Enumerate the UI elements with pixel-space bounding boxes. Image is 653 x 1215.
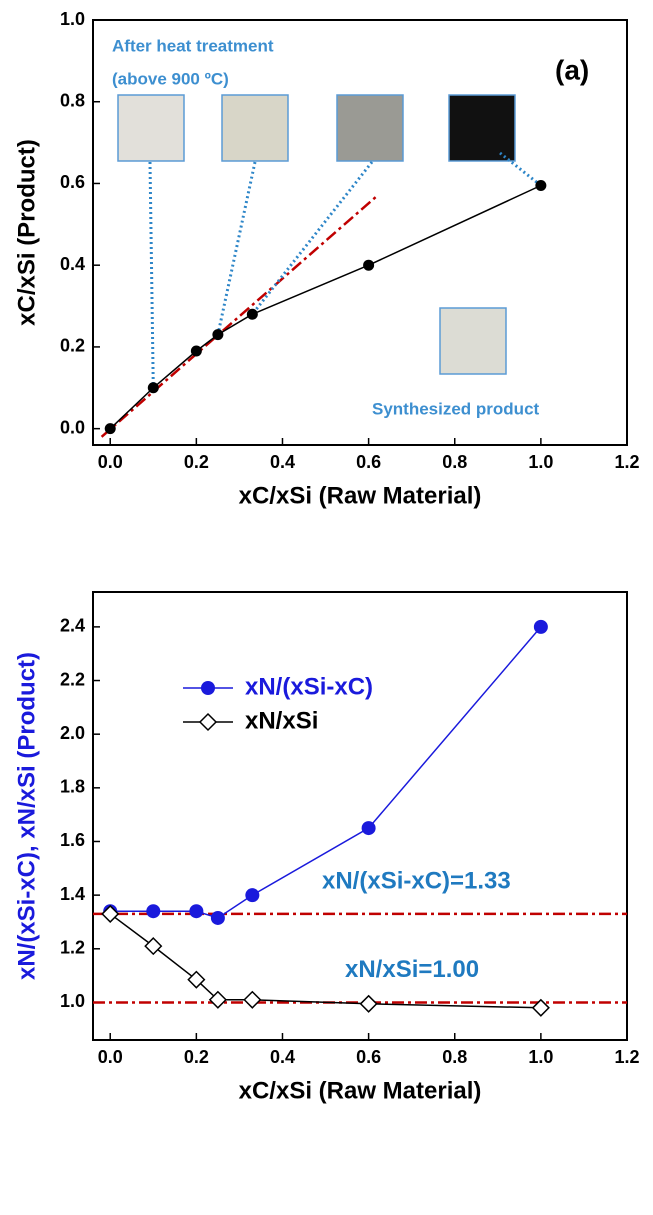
y-tick-label: 1.8 bbox=[60, 777, 85, 797]
x-axis-title: xC/xSi (Raw Material) bbox=[239, 482, 482, 509]
plot-frame bbox=[92, 591, 628, 1041]
x-tick-label: 1.0 bbox=[528, 1047, 553, 1067]
x-tick-label: 0.4 bbox=[270, 1047, 295, 1067]
y-tick-label: 0.6 bbox=[60, 172, 85, 192]
x-tick-label: 1.2 bbox=[614, 1047, 639, 1067]
marker bbox=[363, 259, 375, 271]
annotation: (above 900 ºC) bbox=[112, 69, 229, 88]
y-tick-label: 2.0 bbox=[60, 723, 85, 743]
x-tick-label: 0.6 bbox=[356, 1047, 381, 1067]
marker bbox=[212, 329, 224, 341]
reference-line bbox=[100, 194, 379, 438]
legend-label: xN/xSi bbox=[245, 707, 318, 734]
x-tick-label: 0.2 bbox=[184, 452, 209, 472]
x-tick-label: 0.0 bbox=[98, 452, 123, 472]
x-tick-label: 0.0 bbox=[98, 1047, 123, 1067]
marker bbox=[531, 998, 550, 1017]
marker bbox=[198, 712, 218, 732]
y-axis-title: xC/xSi (Product) bbox=[13, 139, 40, 326]
legend-label: xN/(xSi-xC) bbox=[245, 673, 373, 700]
marker bbox=[187, 970, 206, 989]
marker bbox=[190, 345, 202, 357]
y-axis-title: xN/(xSi-xC), xN/xSi (Product) bbox=[13, 652, 40, 980]
x-tick-label: 0.2 bbox=[184, 1047, 209, 1067]
x-axis-title: xC/xSi (Raw Material) bbox=[239, 1077, 482, 1104]
x-tick-label: 0.4 bbox=[270, 452, 295, 472]
marker bbox=[359, 994, 378, 1013]
photo bbox=[448, 94, 516, 162]
x-tick-label: 0.8 bbox=[442, 452, 467, 472]
connector bbox=[251, 161, 374, 316]
marker bbox=[189, 904, 204, 919]
annotation: (a) bbox=[555, 54, 589, 85]
marker bbox=[535, 180, 547, 192]
annotation: After heat treatment bbox=[112, 36, 274, 55]
reference-label: xN/xSi=1.00 bbox=[345, 956, 479, 983]
y-tick-label: 1.0 bbox=[60, 991, 85, 1011]
marker bbox=[246, 308, 258, 320]
marker bbox=[144, 937, 163, 956]
y-tick-label: 0.0 bbox=[60, 417, 85, 437]
photo bbox=[336, 94, 404, 162]
y-tick-label: 1.6 bbox=[60, 830, 85, 850]
y-tick-label: 0.8 bbox=[60, 90, 85, 110]
y-tick-label: 2.2 bbox=[60, 669, 85, 689]
connector bbox=[148, 161, 155, 388]
y-tick-label: 1.0 bbox=[60, 9, 85, 29]
marker bbox=[243, 990, 262, 1009]
photos bbox=[117, 94, 516, 375]
y-tick-label: 1.4 bbox=[60, 884, 85, 904]
marker bbox=[245, 888, 260, 903]
annotation: Synthesized product bbox=[372, 399, 540, 418]
photo bbox=[117, 94, 185, 162]
photo bbox=[439, 307, 507, 375]
y-tick-label: 0.2 bbox=[60, 336, 85, 356]
plot-frame bbox=[92, 19, 628, 446]
marker bbox=[208, 990, 227, 1009]
x-tick-label: 0.6 bbox=[356, 452, 381, 472]
reference-label: xN/(xSi-xC)=1.33 bbox=[322, 867, 511, 894]
y-tick-label: 0.4 bbox=[60, 254, 85, 274]
photo bbox=[221, 94, 289, 162]
marker bbox=[210, 910, 225, 925]
marker bbox=[533, 619, 548, 634]
y-tick-label: 2.4 bbox=[60, 616, 85, 636]
x-tick-label: 1.0 bbox=[528, 452, 553, 472]
marker bbox=[147, 382, 159, 394]
connector bbox=[499, 151, 542, 187]
marker bbox=[146, 904, 161, 919]
x-tick-label: 1.2 bbox=[614, 452, 639, 472]
y-tick-label: 1.2 bbox=[60, 938, 85, 958]
marker bbox=[201, 681, 215, 695]
marker bbox=[104, 423, 116, 435]
x-tick-label: 0.8 bbox=[442, 1047, 467, 1067]
marker bbox=[101, 904, 120, 923]
marker bbox=[361, 821, 376, 836]
